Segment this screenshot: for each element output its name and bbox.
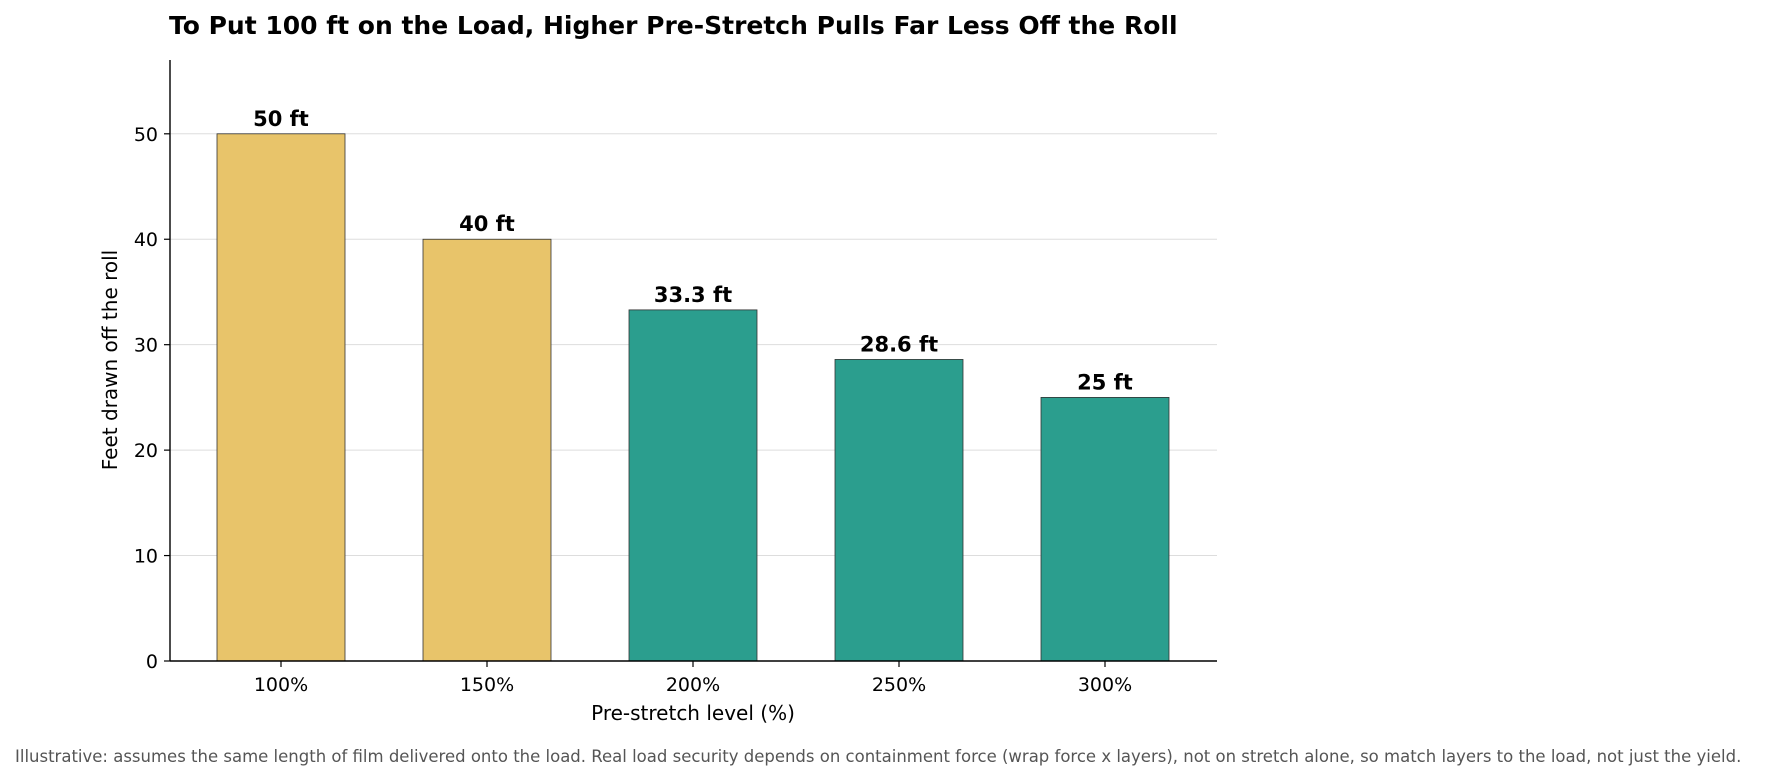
chart-title: To Put 100 ft on the Load, Higher Pre-St… — [169, 11, 1178, 40]
x-tick-label: 200% — [666, 674, 720, 696]
axes: 0 10 20 30 40 50 100% 150% 200% 250% 300% — [134, 60, 1217, 696]
bar-100pct — [216, 133, 346, 662]
y-tick-label: 10 — [134, 546, 158, 568]
x-tick-label: 150% — [460, 674, 514, 696]
y-tick-label: 50 — [134, 124, 158, 146]
bar-150pct — [422, 238, 552, 662]
footnote: Illustrative: assumes the same length of… — [15, 747, 1741, 766]
bar-300pct — [1040, 397, 1170, 662]
y-tick-label: 30 — [134, 335, 158, 357]
x-tick-label: 300% — [1078, 674, 1132, 696]
data-labels: 50 ft 40 ft 33.3 ft 28.6 ft 25 ft — [253, 107, 1133, 395]
data-label: 25 ft — [1077, 370, 1133, 394]
bar-250pct — [834, 359, 964, 662]
y-axis-title: Feet drawn off the roll — [98, 250, 122, 470]
y-tick-label: 20 — [134, 440, 158, 462]
data-label: 28.6 ft — [860, 332, 938, 356]
bars — [216, 133, 1170, 662]
data-label: 50 ft — [253, 107, 309, 131]
y-tick-label: 40 — [134, 229, 158, 251]
x-axis-title: Pre-stretch level (%) — [591, 701, 795, 725]
data-label: 40 ft — [459, 212, 515, 236]
x-tick-label: 250% — [872, 674, 926, 696]
y-tick-label: 0 — [146, 651, 158, 673]
data-label: 33.3 ft — [654, 283, 732, 307]
bar-200pct — [628, 309, 758, 662]
x-tick-label: 100% — [254, 674, 308, 696]
